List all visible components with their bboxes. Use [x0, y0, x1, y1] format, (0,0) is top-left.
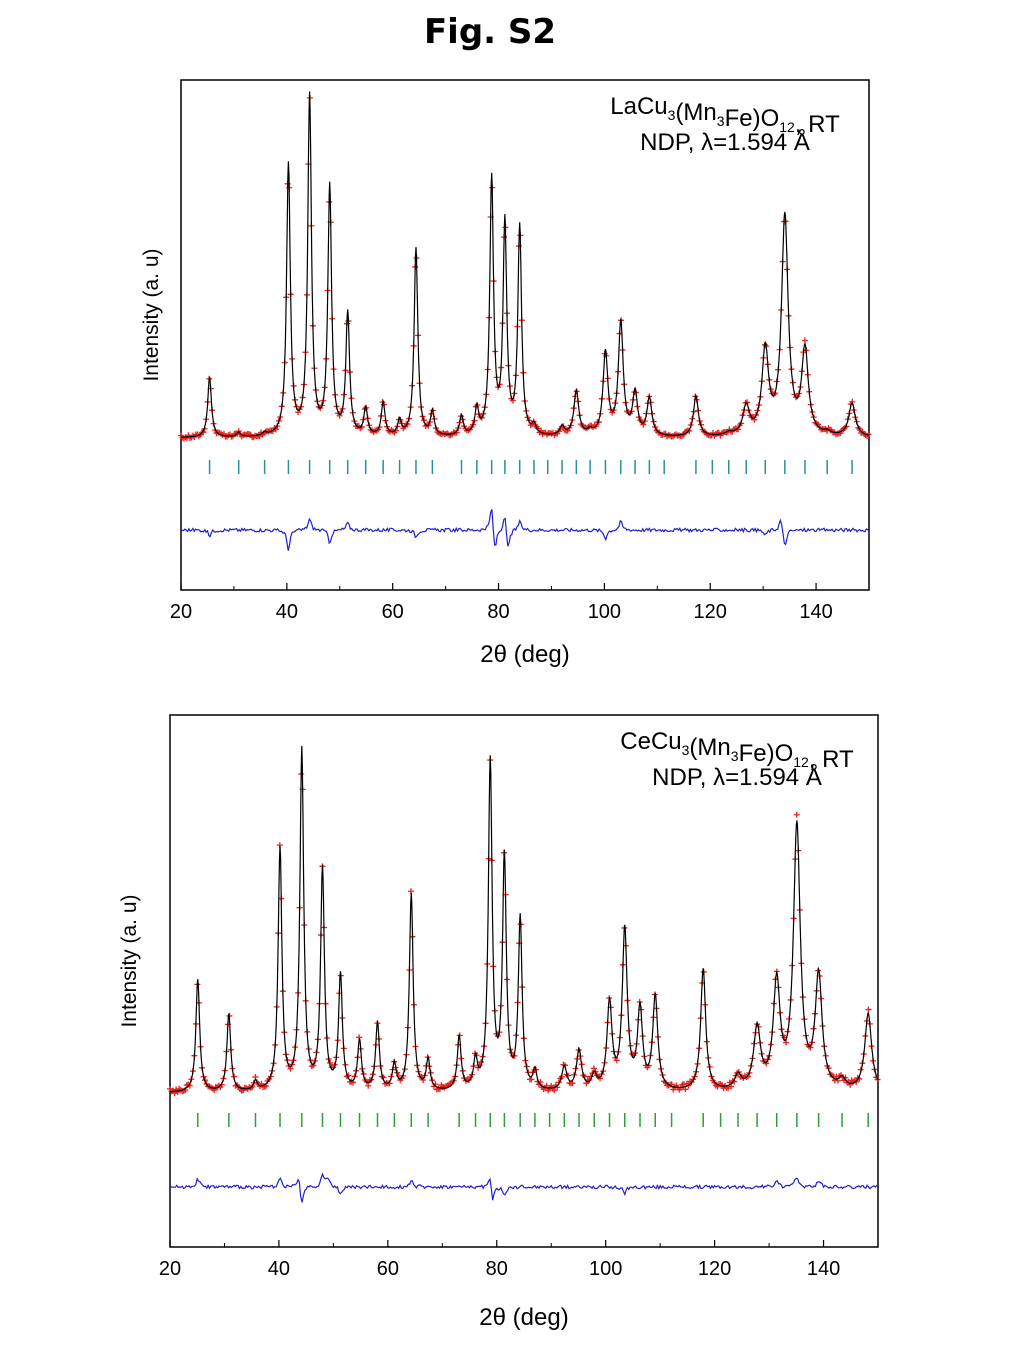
x-tick-label: 60: [382, 601, 404, 623]
x-tick-label: 80: [486, 1258, 508, 1280]
x-tick-label: 40: [268, 1258, 290, 1280]
observed-point: [793, 811, 800, 818]
chart-panel-la: 20 40 60 80 100 120 140 2θ (deg) Intensity (a. u…: [140, 79, 872, 668]
x-tick-label: 140: [799, 601, 832, 623]
observed-point: [590, 1065, 597, 1072]
calculated-series: [181, 91, 870, 438]
observed-point: [528, 1076, 535, 1083]
formula-annotation: CeCu3(Mn3Fe)O12, RT: [620, 728, 854, 773]
x-tick-label: 60: [377, 1258, 399, 1280]
wavelength-annotation: NDP, λ=1.594 Å: [652, 763, 822, 791]
difference-series: [169, 1172, 879, 1203]
wavelength-annotation: NDP, λ=1.594 Å: [640, 128, 810, 156]
x-axis-label: 2θ (deg): [479, 1304, 568, 1331]
x-tick-label: 100: [588, 601, 621, 623]
observed-point: [235, 428, 242, 435]
formula-annotation: LaCu3(Mn3Fe)O12, RT: [610, 93, 840, 138]
plot-frame: [169, 714, 879, 1248]
x-tick-label: 40: [276, 601, 298, 623]
observed-point: [586, 1076, 593, 1083]
observed-point: [613, 1057, 620, 1064]
y-axis-label: Intensity (a. u): [140, 248, 163, 381]
chart-panel-ce: 20 40 60 80 100 120 140 2θ (deg) Intensity (a. u…: [118, 714, 881, 1331]
difference-series: [180, 509, 870, 551]
bragg-reflections: [208, 460, 853, 474]
x-tick-label: 80: [487, 601, 509, 623]
y-axis-label: Intensity (a. u): [118, 894, 141, 1027]
observed-point: [682, 1086, 689, 1093]
x-tick-label: 20: [159, 1258, 181, 1280]
observed-point: [865, 1006, 872, 1013]
x-tick-label: 100: [589, 1258, 622, 1280]
x-tick-label: 140: [807, 1258, 840, 1280]
observed-point: [551, 1087, 558, 1094]
observed-point: [310, 1062, 317, 1069]
x-tick-label: 120: [694, 601, 727, 623]
observed-point: [801, 337, 808, 344]
observed-point: [365, 1082, 372, 1089]
plot-frame: [180, 79, 870, 591]
observed-point: [436, 1086, 443, 1093]
x-tick-label: 120: [698, 1258, 731, 1280]
x-axis-label: 2θ (deg): [480, 641, 569, 668]
figure-title: Fig. S2: [423, 12, 557, 52]
calculated-series: [170, 745, 879, 1093]
observed-point: [763, 1060, 770, 1067]
observed-point: [569, 1080, 576, 1087]
x-tick-label: 20: [170, 601, 192, 623]
observed-point: [719, 1081, 726, 1088]
observed-point: [174, 1089, 181, 1096]
bragg-reflections: [197, 1113, 869, 1127]
